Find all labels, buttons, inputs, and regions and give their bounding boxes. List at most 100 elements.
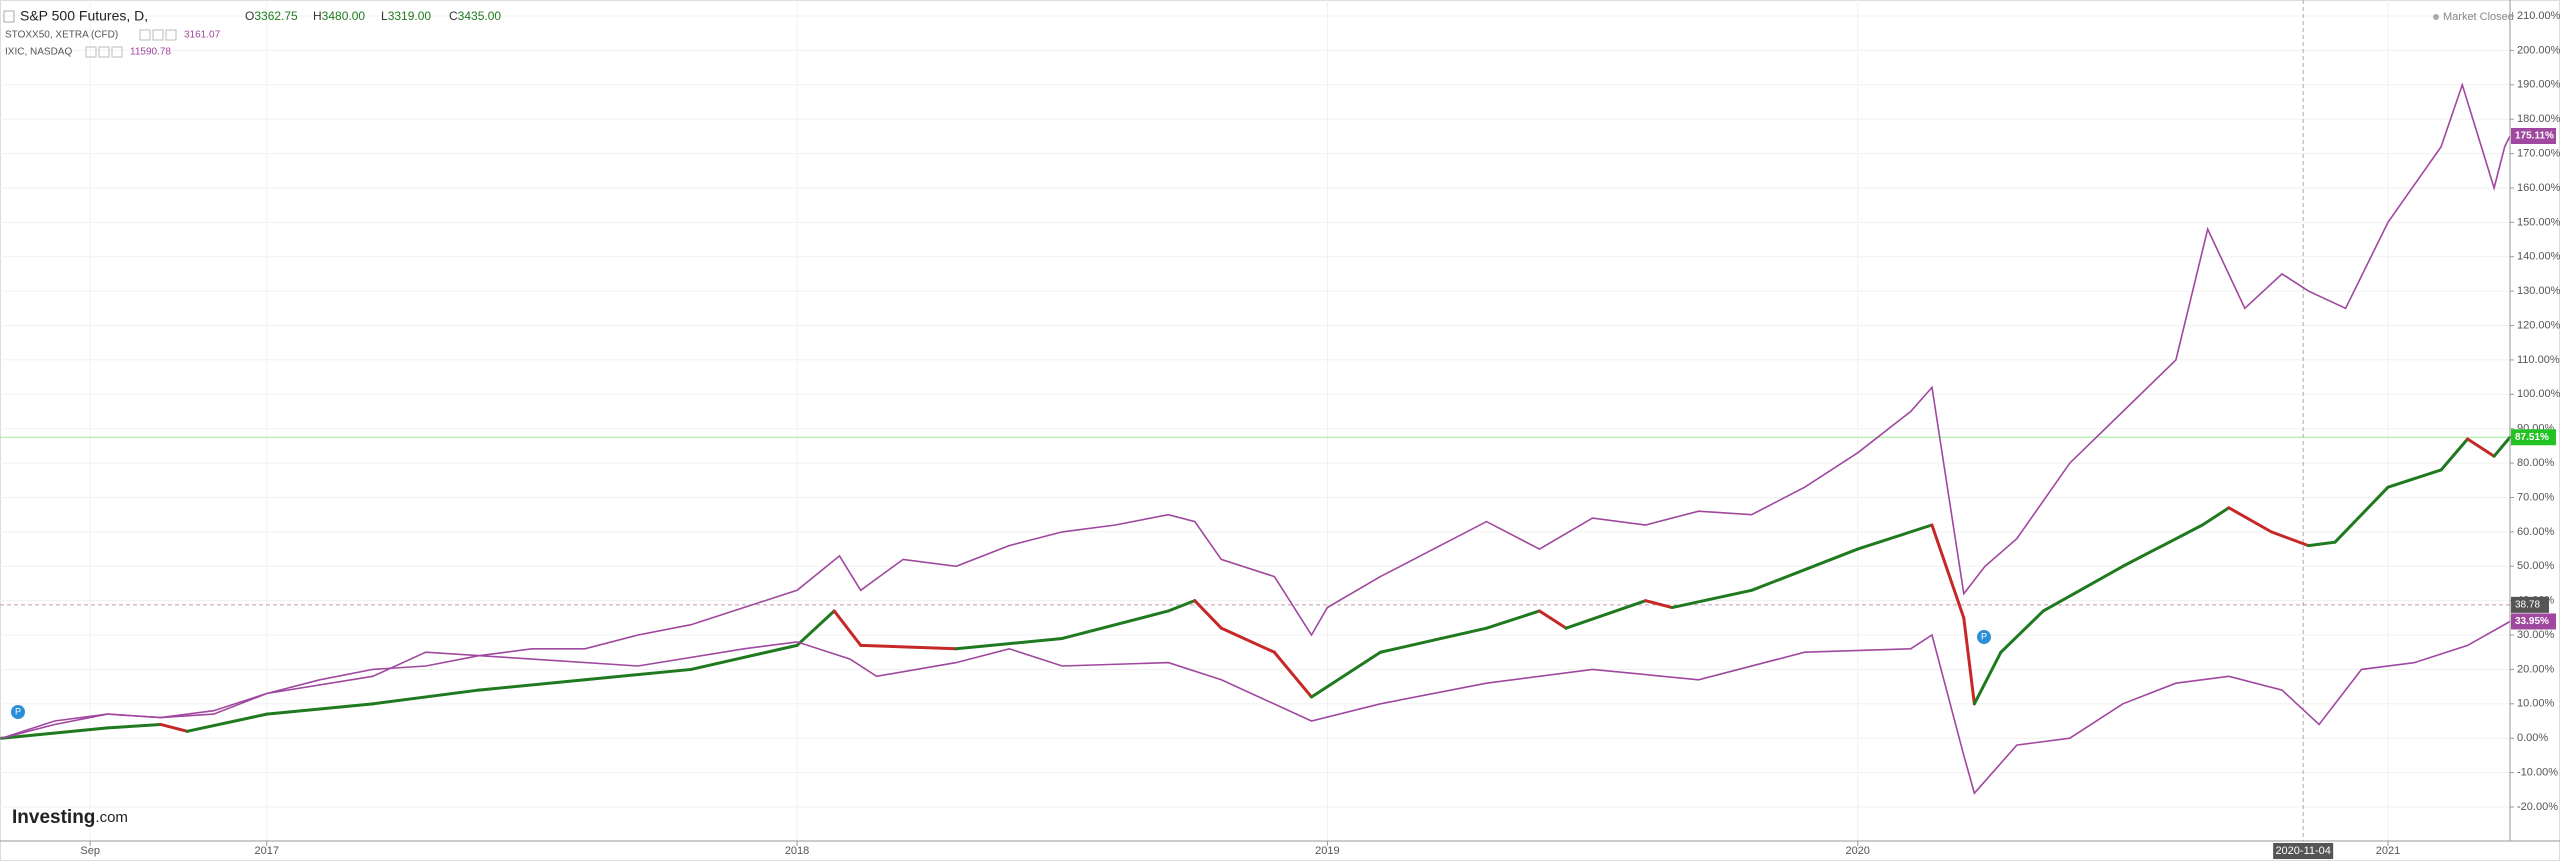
crosshair-y-label: 38.78: [2515, 599, 2540, 610]
last-value-box: [2511, 429, 2556, 446]
x-tick-label: 2021: [2376, 845, 2400, 857]
plot-area: [0, 0, 2512, 841]
price-segment: [1856, 523, 1934, 551]
ohlc-value: 3435.00: [458, 9, 502, 23]
price-segment: [2386, 468, 2443, 489]
series-name: IXIC, NASDAQ: [5, 47, 72, 58]
price-segment: [2269, 530, 2310, 548]
y-tick-label: 180.00%: [2517, 113, 2560, 125]
price-segment: [1962, 616, 1976, 706]
price-segment: [2333, 485, 2390, 544]
market-status: Market Closed: [2443, 11, 2514, 23]
legend-button: [165, 29, 177, 41]
ohlc: O3362.75: [245, 9, 298, 23]
legend-button: [98, 46, 110, 58]
legend-icon: [3, 10, 15, 23]
price-segment: [2200, 506, 2231, 527]
price-segment: [1538, 609, 1568, 630]
crosshair-x-label: 2020-11-04: [2275, 845, 2330, 857]
series-line: [1, 620, 2511, 795]
price-segment: [689, 643, 799, 671]
legend-button: [139, 29, 151, 41]
price-segment: [265, 702, 375, 716]
ohlc-key: C: [449, 9, 458, 23]
crosshair-x-box: [2273, 843, 2334, 859]
logo: Investing.com: [12, 807, 128, 828]
ohlc-key: L: [381, 9, 388, 23]
y-tick-label: 10.00%: [2517, 698, 2555, 710]
price-segment: [106, 722, 163, 730]
price-segment: [1378, 626, 1488, 654]
price-segment: [2121, 523, 2204, 568]
price-segment: [1272, 650, 1313, 699]
price-segment: [583, 667, 693, 682]
y-tick-label: 0.00%: [2517, 732, 2548, 744]
price-segment: [1644, 599, 1674, 610]
price-segment: [832, 609, 863, 647]
y-tick-label: 190.00%: [2517, 79, 2560, 91]
y-tick-label: 160.00%: [2517, 182, 2560, 194]
marker-p-text: P: [1981, 631, 1987, 641]
x-tick-label: 2019: [1315, 845, 1339, 857]
y-tick-label: 20.00%: [2517, 663, 2555, 675]
y-tick-label: 50.00%: [2517, 560, 2555, 572]
last-value-label: 87.51%: [2515, 432, 2549, 443]
ohlc: H3480.00: [313, 9, 365, 23]
y-tick-label: 150.00%: [2517, 216, 2560, 228]
price-segment: [1972, 650, 2003, 706]
ohlc-key: H: [313, 9, 322, 23]
price-segment: [0, 726, 110, 740]
price-segment: [477, 678, 587, 692]
price-segment: [2439, 437, 2470, 472]
crosshair-y-box: [2511, 596, 2549, 613]
price-segment: [954, 636, 1064, 651]
price-segment: [1999, 609, 2045, 654]
y-tick-label: 70.00%: [2517, 491, 2555, 503]
y-tick-label: 130.00%: [2517, 285, 2560, 297]
price-segment: [795, 609, 836, 647]
y-tick-label: 100.00%: [2517, 388, 2560, 400]
price-segment: [2492, 435, 2512, 458]
price-segment: [371, 688, 481, 706]
ohlc-value: 3319.00: [388, 9, 432, 23]
series-info: 11590.78: [130, 47, 171, 58]
x-tick-label: 2020: [1845, 845, 1869, 857]
y-tick-label: 80.00%: [2517, 457, 2555, 469]
last-value-label: 33.95%: [2515, 616, 2549, 627]
series-line: [1, 82, 2511, 739]
legend-button: [85, 46, 97, 58]
price-segment: [1193, 599, 1223, 630]
marker-p: [1977, 630, 1991, 644]
marker-p: [11, 705, 25, 719]
y-tick-label: -10.00%: [2517, 767, 2558, 779]
price-segment: [1564, 599, 1648, 630]
price-segment: [859, 643, 958, 651]
price-segment: [1219, 626, 1276, 654]
ohlc: C3435.00: [449, 9, 501, 23]
y-tick-label: 120.00%: [2517, 319, 2560, 331]
price-segment: [2466, 437, 2496, 458]
ohlc-key: O: [245, 9, 254, 23]
y-tick-label: 30.00%: [2517, 629, 2555, 641]
y-tick-label: 110.00%: [2517, 354, 2560, 366]
last-value-box: [2511, 127, 2556, 144]
legend: S&P 500 Futures, D, O3362.75 H3480.00 L3319…: [3, 8, 501, 58]
status-dot: [2433, 14, 2439, 20]
y-tick-label: 200.00%: [2517, 44, 2560, 56]
series-name: S&P 500 Futures, D,: [20, 8, 148, 24]
last-value-label: 175.11%: [2515, 131, 2554, 142]
ohlc: L3319.00: [381, 9, 431, 23]
price-segment: [1060, 609, 1170, 640]
legend-button: [152, 29, 164, 41]
marker-p-text: P: [15, 706, 21, 716]
price-segment: [1750, 547, 1860, 592]
price-segment: [1930, 523, 1966, 620]
x-tick-label: 2017: [255, 845, 279, 857]
y-tick-label: -20.00%: [2517, 801, 2558, 813]
price-segment: [1309, 650, 1382, 699]
price-segment: [1166, 599, 1197, 613]
x-tick-label: Sep: [80, 845, 100, 857]
last-value-box: [2511, 613, 2556, 630]
logo-bold: Investing: [12, 807, 95, 828]
